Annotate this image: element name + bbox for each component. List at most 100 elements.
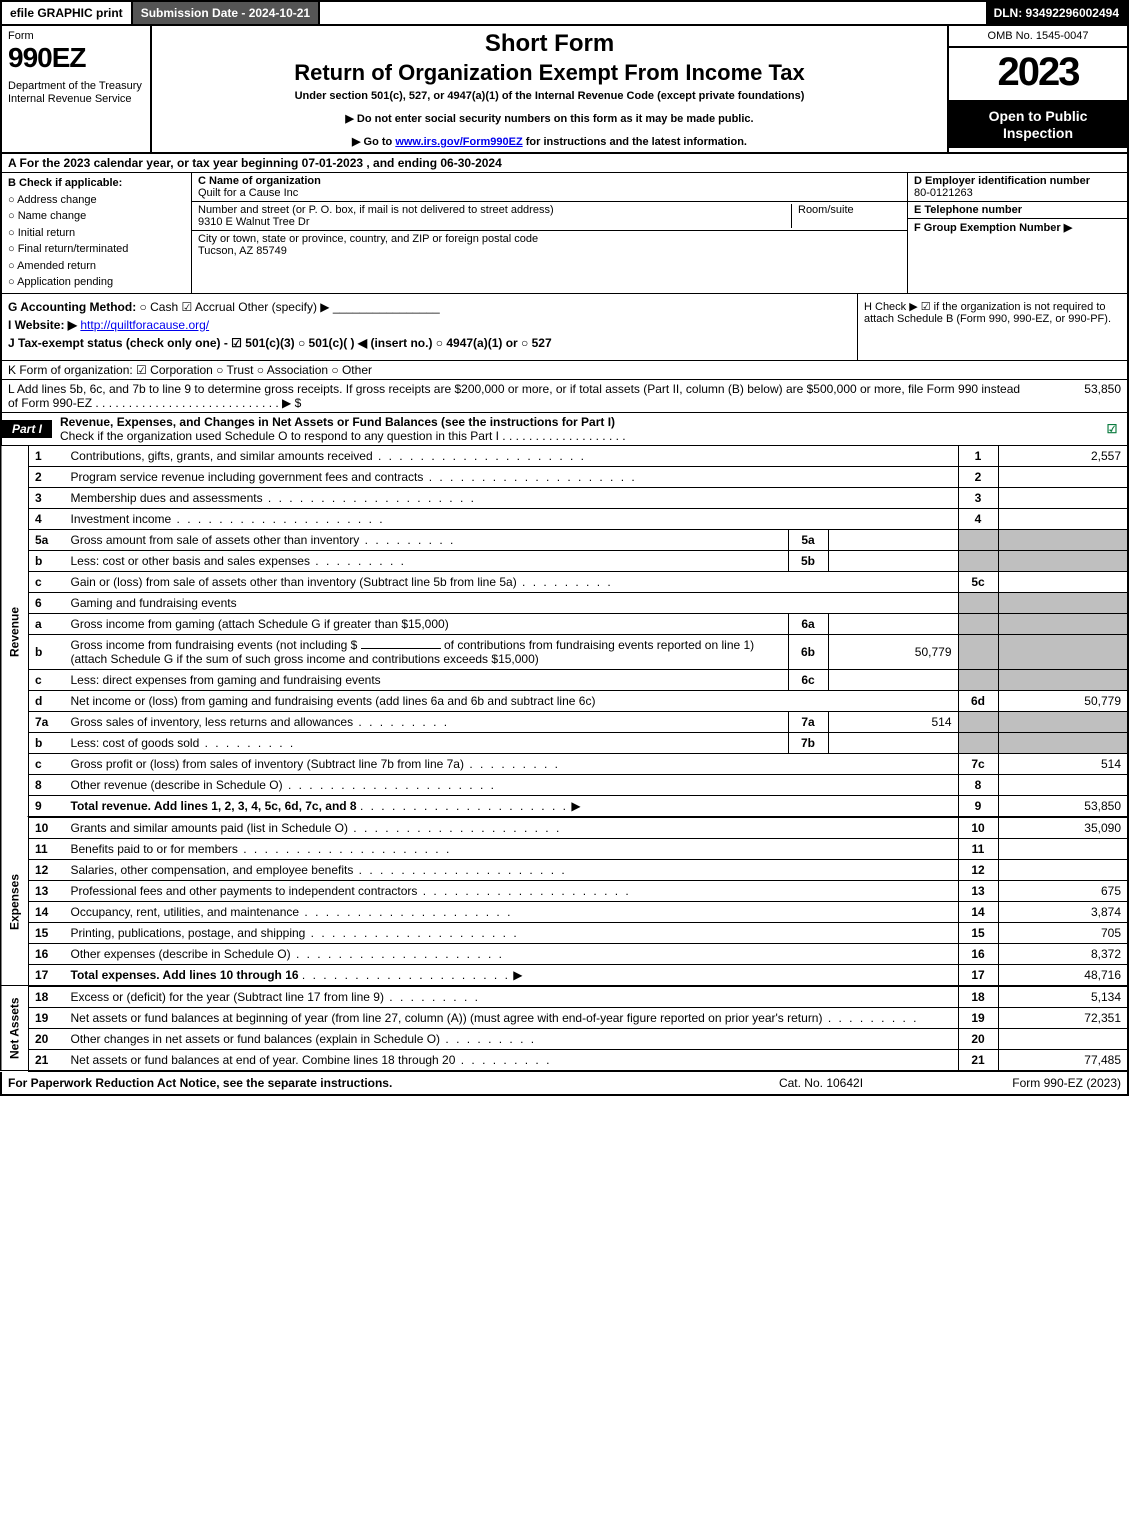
g-opts: ○ Cash ☑ Accrual Other (specify) ▶	[140, 300, 330, 314]
l14-rv: 3,874	[998, 901, 1128, 922]
e-label: E Telephone number	[914, 204, 1022, 216]
row-12: 12 Salaries, other compensation, and emp…	[1, 859, 1128, 880]
l7a-rn	[958, 711, 998, 732]
l15-d: Printing, publications, postage, and shi…	[65, 922, 959, 943]
l6b-rv	[998, 634, 1128, 669]
city-val: Tucson, AZ 85749	[198, 245, 287, 257]
row-21: 21 Net assets or fund balances at end of…	[1, 1049, 1128, 1071]
l6b-sn: 6b	[788, 634, 828, 669]
line-l-amt: 53,850	[1021, 382, 1121, 410]
chk-initial-return[interactable]: Initial return	[8, 225, 185, 242]
row-2: 2 Program service revenue including gove…	[1, 466, 1128, 487]
l12-rv	[998, 859, 1128, 880]
l10-d: Grants and similar amounts paid (list in…	[65, 817, 959, 839]
l9-d-text: Total revenue. Add lines 1, 2, 3, 4, 5c,…	[71, 799, 357, 813]
l14-d: Occupancy, rent, utilities, and maintena…	[65, 901, 959, 922]
l13-n: 13	[29, 880, 65, 901]
vlabel-revenue: Revenue	[1, 446, 29, 817]
vlabel-expenses: Expenses	[1, 817, 29, 986]
cell-d-ein: D Employer identification number 80-0121…	[908, 173, 1127, 202]
addr-val: 9310 E Walnut Tree Dr	[198, 216, 309, 228]
l6-rv	[998, 592, 1128, 613]
header-center: Short Form Return of Organization Exempt…	[152, 26, 947, 152]
part-1-badge: Part I	[2, 420, 52, 438]
line-i: I Website: ▶ http://quiltforacause.org/	[8, 318, 851, 332]
l7a-sn: 7a	[788, 711, 828, 732]
l6-n: 6	[29, 592, 65, 613]
l20-rv	[998, 1028, 1128, 1049]
f-label: F Group Exemption Number ▶	[914, 222, 1072, 234]
open-public-inspection: Open to Public Inspection	[949, 102, 1127, 148]
l6-d: Gaming and fundraising events	[65, 592, 959, 613]
chk-amended-return[interactable]: Amended return	[8, 258, 185, 275]
chk-application-pending[interactable]: Application pending	[8, 274, 185, 291]
l6a-rv	[998, 613, 1128, 634]
l6c-rv	[998, 669, 1128, 690]
l5a-sn: 5a	[788, 529, 828, 550]
l6b-d: Gross income from fundraising events (no…	[65, 634, 789, 669]
room-suite: Room/suite	[791, 204, 901, 228]
l19-rv: 72,351	[998, 1007, 1128, 1028]
row-8: 8 Other revenue (describe in Schedule O)…	[1, 774, 1128, 795]
l7b-d: Less: cost of goods sold	[65, 732, 789, 753]
form-header: Form 990EZ Department of the Treasury In…	[0, 26, 1129, 154]
l8-d: Other revenue (describe in Schedule O)	[65, 774, 959, 795]
l6c-d: Less: direct expenses from gaming and fu…	[65, 669, 789, 690]
l2-d: Program service revenue including govern…	[65, 466, 959, 487]
l6b-sv: 50,779	[828, 634, 958, 669]
dept: Department of the Treasury Internal Reve…	[8, 80, 144, 106]
row-4: 4 Investment income 4	[1, 508, 1128, 529]
block-bc: B Check if applicable: Address change Na…	[0, 173, 1129, 294]
l6c-rn	[958, 669, 998, 690]
irs-link[interactable]: www.irs.gov/Form990EZ	[395, 136, 522, 148]
g-label: G Accounting Method:	[8, 300, 136, 314]
l7c-rv: 514	[998, 753, 1128, 774]
vlabel-netassets: Net Assets	[1, 986, 29, 1071]
l2-n: 2	[29, 466, 65, 487]
l7c-rn: 7c	[958, 753, 998, 774]
l17-arrow: ▶	[513, 968, 522, 982]
col-b: B Check if applicable: Address change Na…	[2, 173, 192, 293]
l14-rn: 14	[958, 901, 998, 922]
l21-rv: 77,485	[998, 1049, 1128, 1071]
l7a-sv: 514	[828, 711, 958, 732]
l19-d: Net assets or fund balances at beginning…	[65, 1007, 959, 1028]
l5a-rn	[958, 529, 998, 550]
l7b-rv	[998, 732, 1128, 753]
main-title: Return of Organization Exempt From Incom…	[160, 60, 939, 86]
l17-d: Total expenses. Add lines 10 through 16 …	[65, 964, 959, 986]
j-text: J Tax-exempt status (check only one) - ☑…	[8, 336, 552, 350]
footer-catno: Cat. No. 10642I	[721, 1076, 921, 1090]
row-9: 9 Total revenue. Add lines 1, 2, 3, 4, 5…	[1, 795, 1128, 817]
l18-rv: 5,134	[998, 986, 1128, 1008]
submission-date: Submission Date - 2024-10-21	[133, 2, 320, 24]
dln: DLN: 93492296002494	[986, 2, 1127, 24]
l4-rv	[998, 508, 1128, 529]
efile-print-label[interactable]: efile GRAPHIC print	[2, 2, 133, 24]
topbar-spacer	[320, 2, 985, 24]
chk-address-change[interactable]: Address change	[8, 192, 185, 209]
h-text: H Check ▶ ☑ if the organization is not r…	[864, 301, 1111, 325]
line-g: G Accounting Method: ○ Cash ☑ Accrual Ot…	[8, 300, 851, 314]
line-l: L Add lines 5b, 6c, and 7b to line 9 to …	[0, 380, 1129, 413]
l5c-rv	[998, 571, 1128, 592]
note-2-post: for instructions and the latest informat…	[523, 136, 747, 148]
l11-rv	[998, 838, 1128, 859]
l4-rn: 4	[958, 508, 998, 529]
part-1-title: Revenue, Expenses, and Changes in Net As…	[60, 413, 1097, 445]
l16-n: 16	[29, 943, 65, 964]
header-right: OMB No. 1545-0047 2023 Open to Public In…	[947, 26, 1127, 152]
l21-rn: 21	[958, 1049, 998, 1071]
l6a-rn	[958, 613, 998, 634]
website-link[interactable]: http://quiltforacause.org/	[80, 318, 209, 332]
l17-n: 17	[29, 964, 65, 986]
l15-rn: 15	[958, 922, 998, 943]
chk-name-change[interactable]: Name change	[8, 208, 185, 225]
chk-final-return[interactable]: Final return/terminated	[8, 241, 185, 258]
l14-n: 14	[29, 901, 65, 922]
l19-rn: 19	[958, 1007, 998, 1028]
row-7b: b Less: cost of goods sold 7b	[1, 732, 1128, 753]
short-form-title: Short Form	[160, 30, 939, 58]
omb: OMB No. 1545-0047	[949, 26, 1127, 48]
l5c-rn: 5c	[958, 571, 998, 592]
